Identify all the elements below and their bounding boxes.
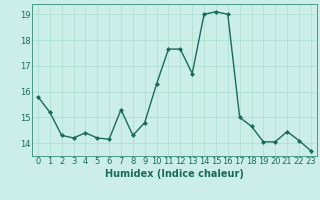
X-axis label: Humidex (Indice chaleur): Humidex (Indice chaleur) <box>105 169 244 179</box>
